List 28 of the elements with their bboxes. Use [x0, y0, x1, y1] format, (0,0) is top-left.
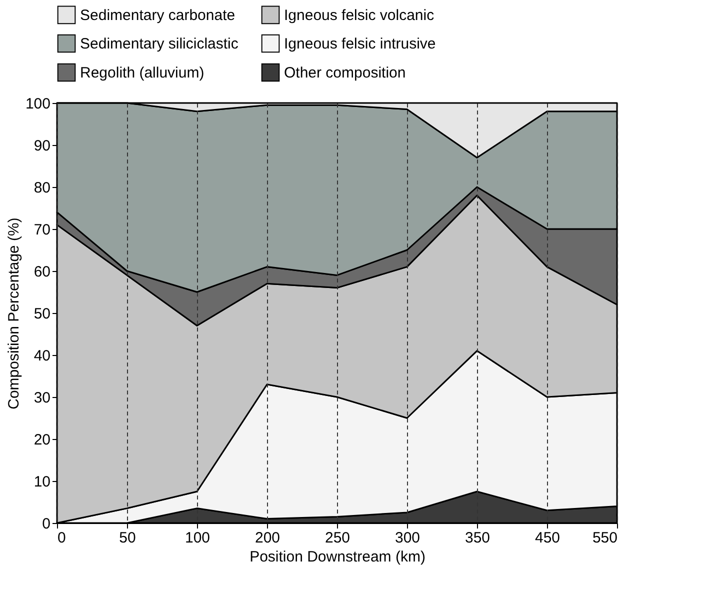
x-tick-label: 0 — [58, 530, 66, 546]
x-tick-label: 550 — [592, 530, 618, 546]
legend-label: Igneous felsic volcanic — [284, 6, 435, 24]
y-axis-title: Composition Percentage (%) — [5, 218, 22, 410]
x-tick-label: 200 — [254, 530, 280, 546]
y-tick-label: 30 — [34, 390, 50, 406]
legend-label: Sedimentary siliciclastic — [80, 36, 239, 52]
y-tick-label: 0 — [42, 516, 50, 532]
y-tick-label: 20 — [34, 432, 50, 448]
legend-label: Regolith (alluvium) — [80, 64, 204, 82]
y-tick-label: 10 — [34, 474, 50, 490]
y-tick-label: 90 — [34, 138, 50, 154]
x-tick-label: 350 — [464, 530, 490, 546]
legend-label: Igneous felsic intrusive — [284, 36, 436, 52]
legend-label: Other composition — [284, 64, 406, 82]
y-tick-label: 60 — [34, 264, 50, 280]
y-tick-label: 70 — [34, 222, 50, 238]
x-tick-label: 450 — [534, 530, 560, 546]
x-tick-label: 300 — [394, 530, 420, 546]
x-tick-label: 50 — [119, 530, 136, 546]
x-tick-label: 250 — [324, 530, 350, 546]
y-tick-label: 50 — [34, 306, 50, 322]
x-axis-title: Position Downstream (km) — [250, 548, 426, 566]
y-tick-label: 40 — [34, 348, 50, 364]
legend-label: Sedimentary carbonate — [80, 6, 236, 24]
x-tick-label: 100 — [184, 530, 210, 546]
y-tick-label: 100 — [25, 96, 50, 112]
y-tick-label: 80 — [34, 180, 50, 196]
